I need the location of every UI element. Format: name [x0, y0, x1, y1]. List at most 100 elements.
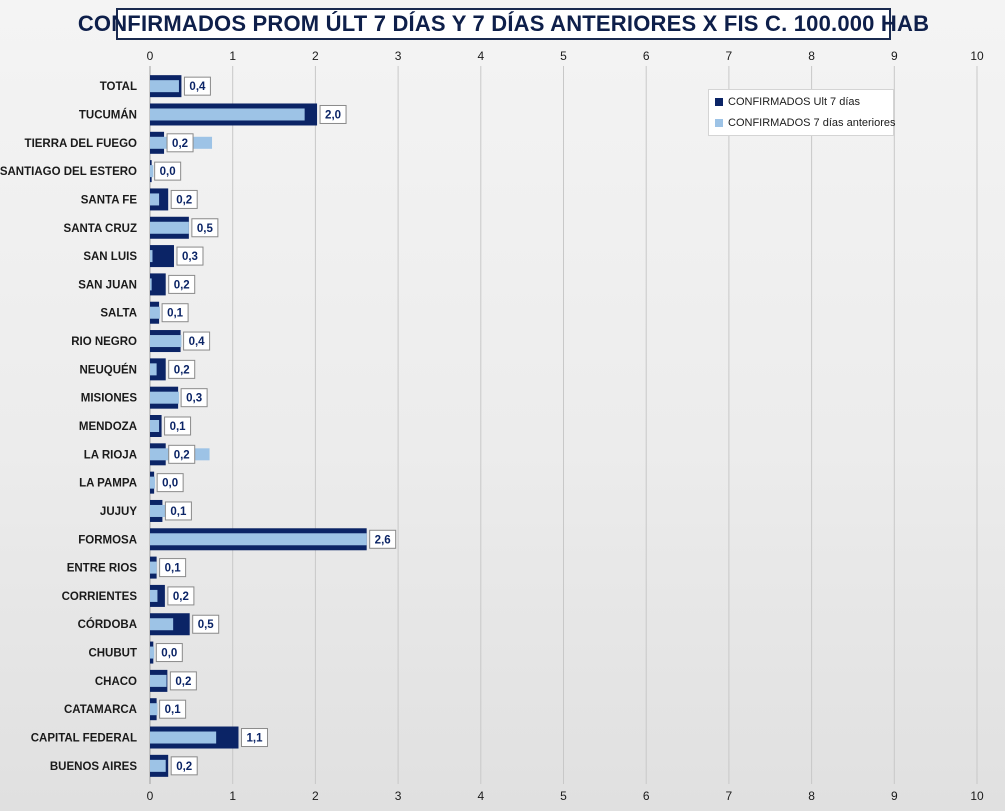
legend-swatch-current	[715, 98, 723, 106]
x-tick-label-bottom: 3	[395, 789, 402, 803]
x-tick-label-bottom: 9	[891, 789, 898, 803]
legend-label-current: CONFIRMADOS Ult 7 días	[728, 96, 861, 108]
data-label: 0,0	[162, 478, 178, 490]
bar-previous	[150, 674, 167, 687]
legend: CONFIRMADOS Ult 7 días CONFIRMADOS 7 día…	[708, 89, 896, 136]
data-label: 1,1	[246, 733, 263, 745]
category-label: CÓRDOBA	[78, 618, 137, 631]
data-label: 0,2	[174, 364, 190, 376]
legend-swatch-previous	[715, 119, 723, 127]
bar-previous	[150, 335, 182, 348]
data-label-box	[180, 388, 208, 408]
x-tick-label-top: 7	[726, 49, 733, 63]
x-tick-label-bottom: 6	[643, 789, 650, 803]
data-label-box	[164, 501, 192, 521]
data-label-box	[191, 218, 219, 238]
category-label: TIERRA DEL FUEGO	[25, 138, 138, 150]
x-tick-label-bottom: 5	[560, 789, 567, 803]
data-label: 0,1	[170, 421, 187, 433]
bar-previous	[150, 476, 155, 489]
category-label: CATAMARCA	[64, 704, 137, 716]
data-label-box	[168, 444, 196, 464]
legend-item-previous: CONFIRMADOS 7 días anteriores	[715, 117, 896, 129]
bar-previous	[150, 731, 217, 744]
data-label-box	[183, 331, 211, 351]
data-label: 0,4	[189, 81, 206, 93]
bar-current	[150, 273, 166, 296]
bar-previous	[150, 618, 174, 631]
category-label: CAPITAL FEDERAL	[31, 733, 137, 745]
bar-previous	[150, 193, 160, 206]
data-label: 0,3	[186, 393, 202, 405]
x-tick-label-bottom: 4	[477, 789, 484, 803]
data-label-box	[156, 473, 184, 493]
x-tick-label-bottom: 8	[808, 789, 815, 803]
bar-previous	[150, 165, 154, 178]
x-tick-label-top: 1	[229, 49, 236, 63]
category-label: MISIONES	[81, 393, 138, 405]
data-label: 0,1	[167, 308, 184, 320]
bar-previous	[150, 306, 160, 319]
x-tick-label-top: 6	[643, 49, 650, 63]
bar-previous	[150, 646, 155, 659]
category-label: CORRIENTES	[62, 591, 138, 603]
x-tick-label-top: 5	[560, 49, 567, 63]
data-label-box	[154, 161, 182, 181]
x-tick-label-top: 10	[970, 49, 984, 63]
category-label: LA RIOJA	[84, 449, 137, 461]
data-label-box	[164, 416, 192, 436]
x-tick-label-top: 0	[147, 49, 154, 63]
x-tick-label-bottom: 0	[147, 789, 154, 803]
data-label: 0,2	[176, 761, 192, 773]
data-label: 2,0	[325, 109, 341, 121]
data-label: 0,1	[165, 563, 182, 575]
legend-item-current: CONFIRMADOS Ult 7 días	[715, 96, 860, 108]
data-label: 0,5	[198, 619, 215, 631]
data-label: 0,2	[173, 591, 189, 603]
data-label: 2,6	[375, 534, 391, 546]
data-label-box	[159, 558, 187, 578]
category-label: CHACO	[95, 676, 137, 688]
data-label-box	[183, 76, 211, 96]
data-label-box	[168, 274, 196, 294]
category-label: FORMOSA	[78, 534, 137, 546]
category-label: JUJUY	[100, 506, 137, 518]
data-label-box	[176, 246, 204, 266]
chart-title: CONFIRMADOS PROM ÚLT 7 DÍAS Y 7 DÍAS ANT…	[78, 8, 929, 40]
bar-previous	[150, 759, 166, 772]
category-label: BUENOS AIRES	[50, 761, 137, 773]
category-label: SANTIAGO DEL ESTERO	[0, 166, 137, 178]
data-label-box	[169, 671, 197, 691]
bar-previous	[150, 250, 153, 263]
category-label: LA PAMPA	[79, 478, 137, 490]
bar-current	[150, 245, 174, 268]
data-label: 0,2	[174, 279, 190, 291]
category-label: SAN LUIS	[83, 251, 137, 263]
bar-previous	[150, 420, 160, 432]
category-label: MENDOZA	[79, 421, 137, 433]
bar-previous	[150, 80, 179, 93]
data-label-box	[167, 586, 195, 606]
bar-previous	[150, 278, 152, 291]
data-label: 0,5	[197, 223, 214, 235]
x-tick-label-bottom: 2	[312, 789, 319, 803]
bar-previous	[150, 589, 158, 602]
data-label: 0,2	[174, 449, 190, 461]
data-label: 0,0	[161, 648, 177, 660]
data-label: 0,1	[170, 506, 187, 518]
data-label-box	[319, 104, 347, 124]
bar-previous	[150, 504, 166, 517]
data-label-box	[192, 614, 220, 634]
x-tick-label-top: 8	[808, 49, 815, 63]
bar-previous	[150, 108, 305, 121]
data-label-box	[240, 728, 268, 748]
category-label: SANTA FE	[81, 194, 138, 206]
x-tick-label-top: 3	[395, 49, 402, 63]
category-label: RIO NEGRO	[71, 336, 137, 348]
data-label-box	[170, 756, 198, 776]
bar-previous	[150, 391, 179, 404]
data-label: 0,3	[182, 251, 198, 263]
data-label: 0,2	[176, 194, 192, 206]
bar-previous	[150, 363, 157, 376]
x-tick-label-bottom: 7	[726, 789, 733, 803]
